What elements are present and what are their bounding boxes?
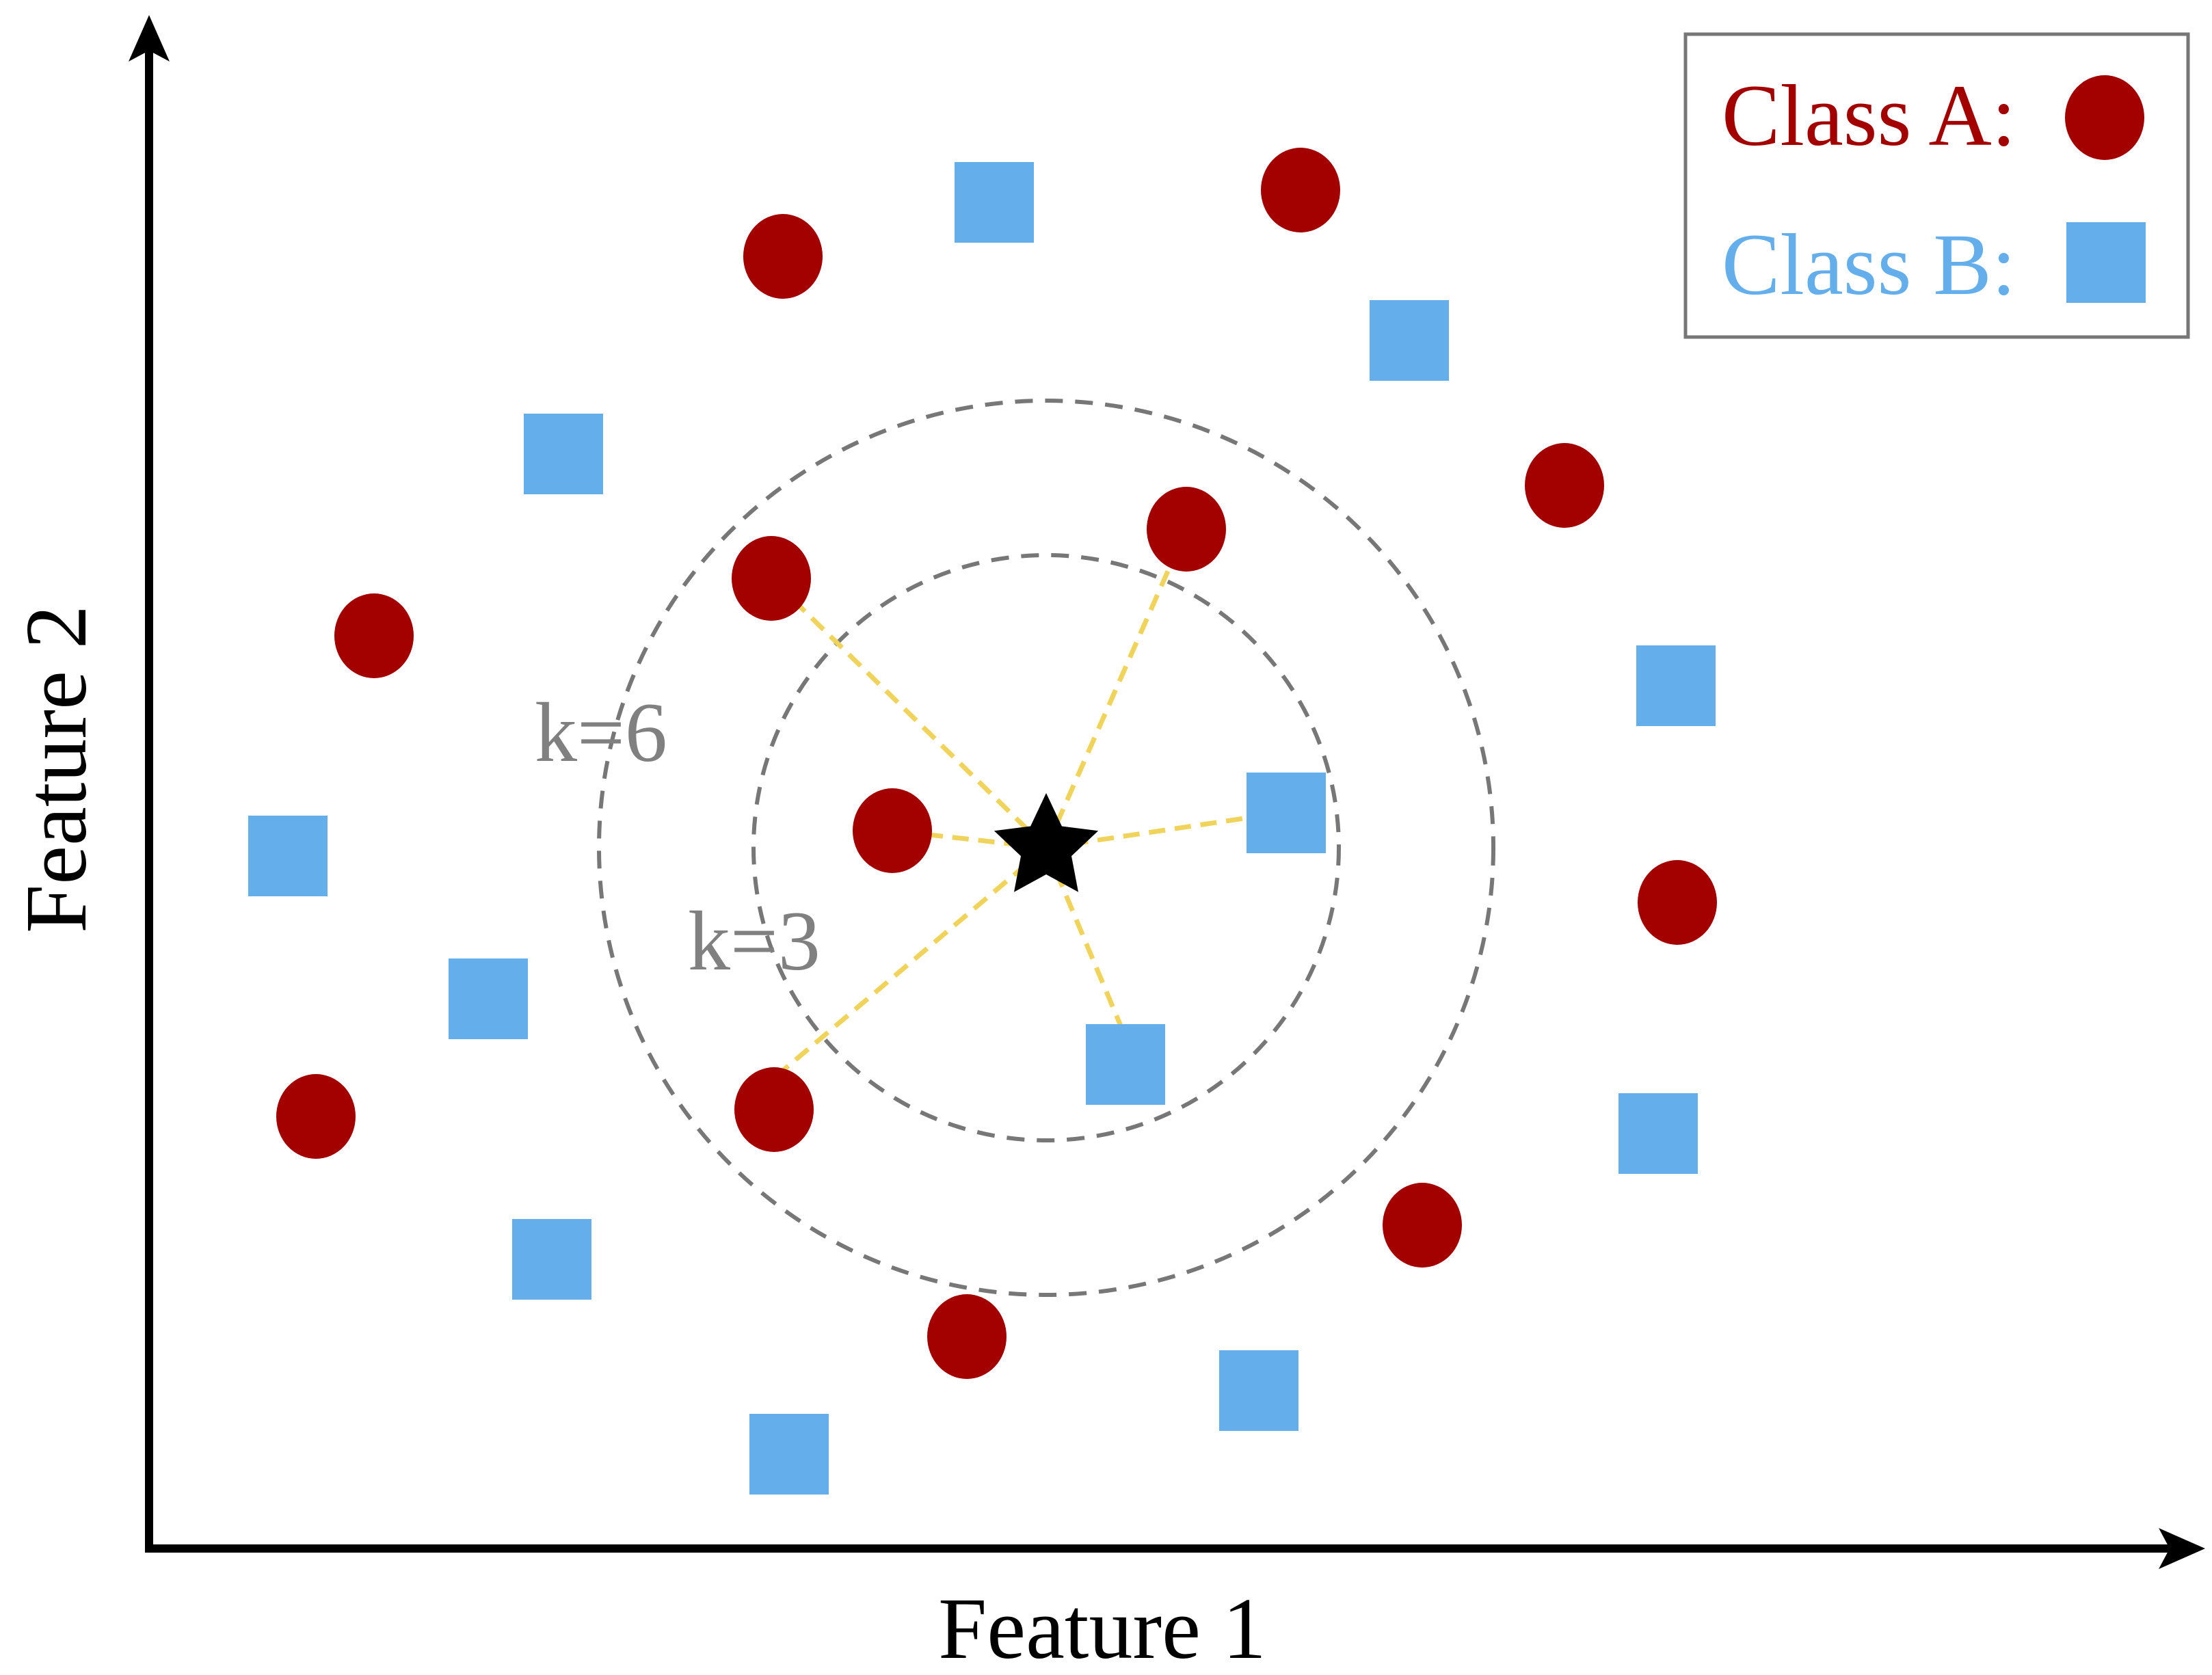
class-a-point [743, 214, 823, 299]
class-a-point [853, 788, 932, 873]
class-a-point [1383, 1183, 1462, 1268]
neighbor-line [777, 846, 1048, 1075]
query-point-star-icon [994, 793, 1099, 892]
x-axis-label: Feature 1 [938, 1580, 1266, 1675]
class-a-point [1147, 487, 1226, 572]
legend-class-a-label: Class A: [1722, 67, 2016, 164]
legend-class-b-label: Class B: [1722, 216, 2016, 313]
neighbor-lines [769, 528, 1286, 1075]
class-a-point [732, 536, 811, 621]
class-b-point [248, 816, 328, 896]
class-a-point [1525, 443, 1604, 528]
x-axis-arrow-icon [2159, 1528, 2205, 1569]
class-b-point [1370, 300, 1449, 381]
class-b-point [1219, 1350, 1298, 1431]
legend-class-a-circle-icon [2065, 75, 2144, 160]
k3-label: k=3 [688, 894, 821, 988]
k-circles [597, 399, 1495, 1297]
neighbor-line [1043, 528, 1189, 849]
class-a-point [276, 1074, 356, 1159]
class-a-point [1261, 148, 1340, 232]
class-b-point [524, 414, 603, 494]
class-b-point [449, 959, 528, 1039]
class-b-point [1086, 1024, 1165, 1105]
class-a-point [334, 593, 414, 678]
class-b-point [1636, 645, 1716, 726]
legend-class-b-square-icon [2066, 222, 2146, 303]
class-a-points [276, 148, 1717, 1379]
class-b-point [749, 1414, 829, 1495]
y-axis-arrow-icon [129, 15, 170, 62]
axes [129, 15, 2205, 1569]
k6-label: k=6 [535, 686, 667, 779]
k6-circle [597, 399, 1495, 1297]
class-b-point [1247, 773, 1326, 853]
class-a-point [927, 1294, 1007, 1379]
legend: Class A: Class B: [1683, 32, 2190, 339]
class-b-point [512, 1219, 591, 1300]
class-b-point [1618, 1093, 1698, 1174]
class-b-point [955, 162, 1034, 243]
class-a-point [1638, 860, 1717, 945]
class-a-point [734, 1067, 814, 1152]
class-b-points [248, 162, 1716, 1495]
neighbor-line [769, 576, 1048, 850]
y-axis-label: Feature 2 [8, 605, 105, 933]
k3-circle [751, 553, 1341, 1142]
